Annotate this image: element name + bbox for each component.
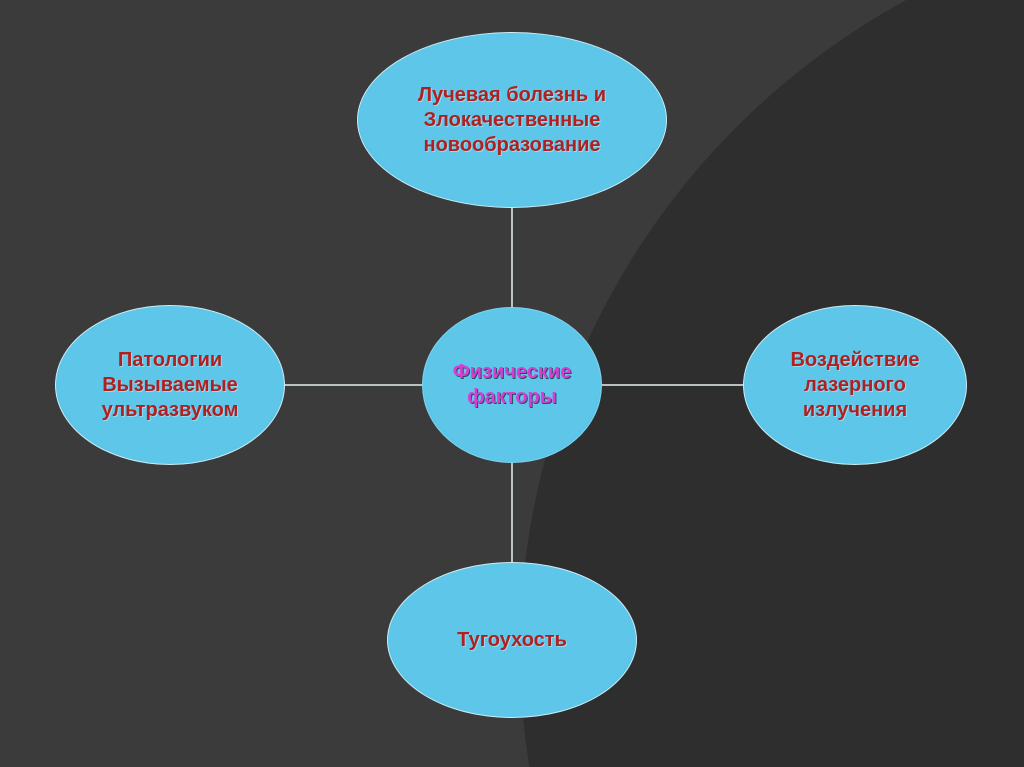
node-right: Воздействие лазерного излучения — [743, 305, 967, 465]
node-bottom: Тугоухость — [387, 562, 637, 718]
node-center: Физические факторы — [422, 307, 602, 463]
node-left-label: Патологии Вызываемые ультразвуком — [102, 348, 239, 423]
node-top: Лучевая болезнь и Злокачественные новооб… — [357, 32, 667, 208]
node-left: Патологии Вызываемые ультразвуком — [55, 305, 285, 465]
node-top-label: Лучевая болезнь и Злокачественные новооб… — [418, 83, 606, 158]
node-center-label: Физические факторы — [453, 360, 572, 410]
node-right-label: Воздействие лазерного излучения — [790, 348, 919, 423]
node-bottom-label: Тугоухость — [457, 628, 567, 653]
